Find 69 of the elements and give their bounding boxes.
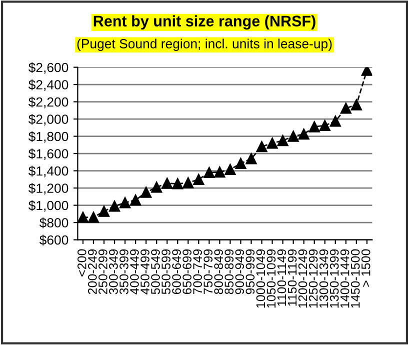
point xyxy=(277,135,288,146)
x-tick-label: 800-849 xyxy=(214,249,224,294)
point xyxy=(224,164,236,176)
chart-title: Rent by unit size range (NRSF) xyxy=(94,15,316,30)
point xyxy=(108,200,120,212)
point xyxy=(308,121,320,132)
point xyxy=(330,116,341,127)
x-tick-label: 850-899 xyxy=(224,249,234,294)
x-tick-label: 1100-1149 xyxy=(277,249,286,306)
x-tick-label: 1450-1500 xyxy=(350,249,360,308)
chart-subtitle: (Puget Sound region; incl. units in lease-up) xyxy=(77,38,332,51)
point xyxy=(298,128,310,140)
x-tick-label: 1400-1449 xyxy=(340,249,350,308)
point xyxy=(340,102,352,114)
y-tick-label: $1,400 xyxy=(28,166,68,178)
y-tick-label: $800 xyxy=(39,218,68,228)
x-tick-label: 1050-1099 xyxy=(266,249,276,308)
x-tick-label: 250-299 xyxy=(98,249,108,294)
y-tick-label: $2,000 xyxy=(28,114,68,126)
x-tick-label: 450-499 xyxy=(140,249,150,294)
point xyxy=(266,138,278,149)
x-tick-label: 550-599 xyxy=(162,249,170,294)
point xyxy=(288,130,299,142)
point xyxy=(172,178,184,190)
x-tick-label: 1250-1299 xyxy=(308,249,318,308)
point xyxy=(204,166,215,178)
x-tick-label: <200 xyxy=(77,249,86,276)
x-tick-label: 400-449 xyxy=(130,249,139,294)
x-tick-label: > 1500 xyxy=(361,249,370,287)
x-tick-label: 1000-1049 xyxy=(256,249,266,308)
point xyxy=(130,194,142,206)
x-tick-label: 200-249 xyxy=(88,249,97,294)
y-tick-label: $600 xyxy=(39,234,68,246)
y-tick-label: $1,200 xyxy=(28,183,68,194)
x-tick-label: 950-999 xyxy=(246,249,255,294)
x-tick-label: 900-949 xyxy=(235,249,244,294)
point xyxy=(319,120,330,132)
point xyxy=(246,153,257,164)
point xyxy=(140,186,152,198)
x-tick-label: 500-549 xyxy=(151,249,160,294)
point xyxy=(350,99,362,110)
point xyxy=(78,212,89,223)
point xyxy=(256,141,268,152)
x-tick-label: 600-649 xyxy=(172,249,181,294)
x-tick-label: 750-799 xyxy=(204,249,213,294)
y-tick-label: $2,200 xyxy=(28,96,68,108)
y-tick-label: $2,400 xyxy=(28,80,68,91)
x-tick-label: 1150-1199 xyxy=(288,249,297,306)
x-tick-label: 1300-1349 xyxy=(319,249,328,308)
x-tick-label: 300-349 xyxy=(109,249,118,294)
point xyxy=(151,182,162,193)
point xyxy=(214,166,226,178)
point xyxy=(162,178,173,189)
x-tick-label: 1350-1399 xyxy=(330,249,339,308)
y-tick-label: $1,600 xyxy=(28,148,68,160)
point xyxy=(361,67,372,76)
x-tick-label: 1200-1249 xyxy=(298,249,308,308)
point xyxy=(182,177,194,188)
y-tick-label: $1,800 xyxy=(28,131,68,143)
y-tick-label: $1,000 xyxy=(28,200,68,212)
x-tick-label: 700-749 xyxy=(193,249,202,294)
point xyxy=(98,206,110,217)
point xyxy=(88,212,100,223)
x-tick-label: 650-699 xyxy=(182,249,192,294)
point xyxy=(235,158,246,169)
y-tick-label: $2,600 xyxy=(28,62,68,74)
point xyxy=(119,197,131,208)
x-tick-label: 350-399 xyxy=(120,249,128,294)
point xyxy=(193,174,204,185)
